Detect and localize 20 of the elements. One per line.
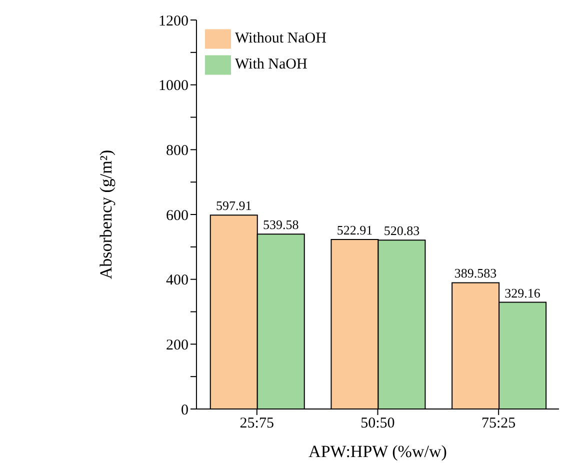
data-label: 539.58 [262,217,299,232]
y-tick-label: 1000 [158,78,188,94]
y-tick-label: 800 [166,142,188,159]
y-tick-label: 600 [166,208,188,224]
data-label: 522.91 [336,222,373,238]
x-axis-title: APW:HPW (%w/w) [308,442,447,461]
data-label: 329.16 [504,285,541,300]
y-tick-label: 1200 [158,13,188,30]
y-tick-label: 200 [166,337,188,354]
y-tick-label: 0 [180,402,188,418]
data-label: 520.83 [384,223,420,238]
x-tick-label: 50:50 [360,416,395,432]
legend-label: With NaOH [235,56,308,72]
y-tick-label: 400 [166,272,188,289]
data-label: 597.91 [216,198,252,214]
legend-label: Without NaOH [235,30,326,46]
data-label: 389.583 [454,266,497,281]
y-axis-title: Absorbency (g/m²) [96,150,116,280]
x-tick-label: 25:75 [240,416,274,432]
x-tick-label: 75:25 [481,416,516,432]
